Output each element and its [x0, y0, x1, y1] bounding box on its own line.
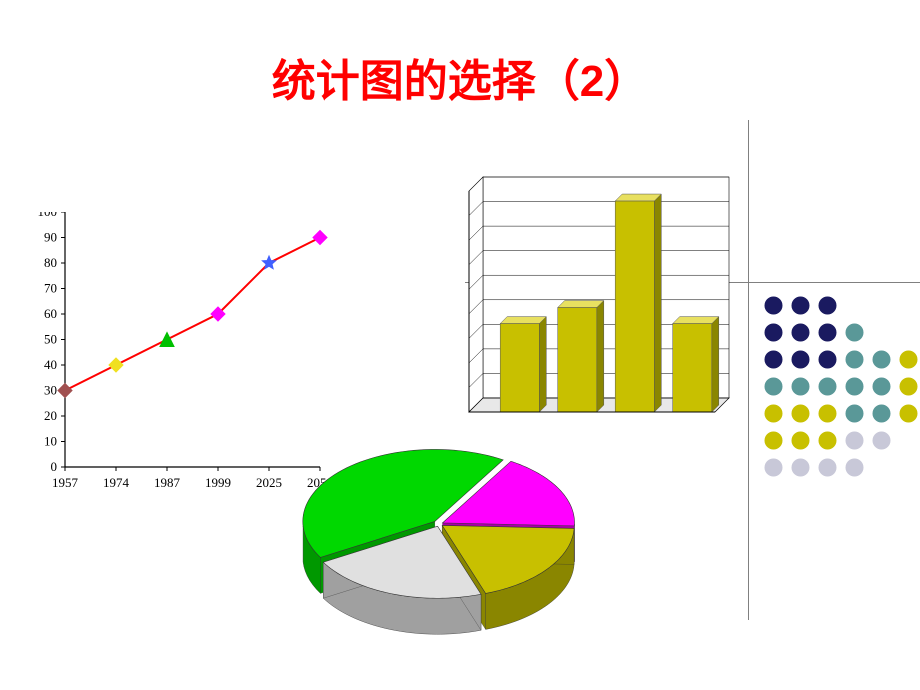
svg-text:50: 50: [44, 332, 57, 347]
bar-chart-svg: [463, 175, 731, 430]
svg-text:1987: 1987: [154, 475, 181, 490]
dot-pattern: [760, 292, 920, 481]
svg-text:1999: 1999: [205, 475, 231, 490]
line-chart-svg: 0 10 20 30 40 50 60 70 80 90 100 1957 1974 1987 1999 20…: [20, 212, 330, 502]
svg-text:1974: 1974: [103, 475, 130, 490]
bar-chart: [463, 175, 731, 430]
svg-text:10: 10: [44, 434, 57, 449]
slide-title: 统计图的选择（2）: [0, 45, 920, 109]
line-chart: 0 10 20 30 40 50 60 70 80 90 100 1957 1974 1987 1999 20…: [20, 212, 330, 502]
vertical-divider: [748, 120, 749, 620]
svg-text:80: 80: [44, 255, 57, 270]
svg-text:30: 30: [44, 383, 57, 398]
svg-text:0: 0: [51, 459, 58, 474]
svg-text:60: 60: [44, 306, 57, 321]
svg-text:20: 20: [44, 408, 57, 423]
svg-text:40: 40: [44, 357, 57, 372]
dot-pattern-svg: [760, 292, 920, 481]
svg-text:2025: 2025: [256, 475, 282, 490]
svg-text:90: 90: [44, 230, 57, 245]
svg-text:100: 100: [38, 212, 58, 219]
svg-text:70: 70: [44, 281, 57, 296]
pie-chart: [290, 428, 588, 640]
pie-chart-svg: [290, 428, 588, 640]
svg-text:1957: 1957: [52, 475, 79, 490]
